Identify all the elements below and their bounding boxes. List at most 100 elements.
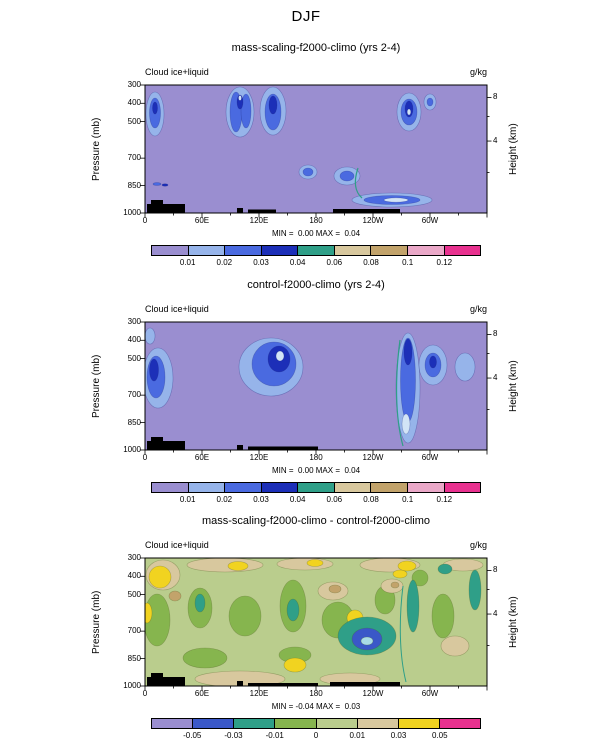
colorbar — [151, 718, 481, 729]
colorbar-tick-label: 0.05 — [431, 731, 448, 740]
longitude-tick-label: 60W — [421, 216, 439, 225]
colorbar-segment — [315, 719, 357, 728]
minmax-annotation: MIN = 0.00 MAX = 0.04 — [271, 466, 361, 475]
colorbar-labels: 0.01 0.02 0.03 0.04 0.06 0.08 0.1 0.12 — [151, 259, 481, 269]
longitude-tick-label: 180 — [309, 216, 323, 225]
pressure-tick-label: 700 — [127, 626, 141, 636]
longitude-tick-label: 0 — [142, 453, 148, 462]
units-label: g/kg — [469, 67, 487, 77]
longitude-tick-label: 60E — [194, 216, 210, 225]
pressure-tick-label: 850 — [127, 180, 141, 190]
field-label: Cloud ice+liquid — [145, 540, 209, 550]
pressure-tick-label: 400 — [127, 98, 141, 108]
colorbar-segment — [224, 483, 261, 492]
longitude-tick-label: 120E — [249, 453, 269, 462]
colorbar-labels: -0.05 -0.03 -0.01 0 0.01 0.03 0.05 — [151, 732, 481, 742]
colorbar-tick-label: 0.01 — [179, 258, 196, 267]
pressure-tick-label: 400 — [127, 335, 141, 345]
colorbar-tick-label: 0.1 — [402, 495, 414, 504]
colorbar-segment — [260, 483, 298, 492]
pressure-tick-label: 300 — [127, 553, 141, 562]
pressure-tick-label: 500 — [127, 116, 141, 126]
panel-control: control-f2000-climo (yrs 2-4) Cloud ice+… — [0, 279, 612, 509]
pressure-tick-labels: 300 400 500 700 850 1000 — [107, 554, 141, 690]
colorbar-tick-label: 0.01 — [179, 495, 196, 504]
colorbar-tick-label: 0.1 — [402, 258, 414, 267]
colorbar — [151, 482, 481, 493]
units-label: g/kg — [469, 304, 487, 314]
colorbar-tick-label: 0.08 — [363, 495, 379, 504]
figure-title: DJF — [291, 8, 321, 25]
colorbar-segment — [152, 719, 193, 728]
longitude-tick-label: 120W — [362, 689, 384, 698]
colorbar-tick-label: 0.03 — [253, 258, 269, 267]
pressure-tick-labels: 300 400 500 700 850 1000 — [107, 318, 141, 454]
colorbar-tick-label: 0.04 — [289, 495, 306, 504]
colorbar-segment — [406, 246, 444, 255]
minmax-annotation: MIN = -0.04 MAX = 0.03 — [271, 702, 361, 711]
pressure-axis-label: Pressure (mb) — [91, 590, 102, 654]
colorbar-segment — [192, 719, 234, 728]
panel-title: mass-scaling-f2000-climo (yrs 2-4) — [231, 42, 401, 54]
colorbar-segment — [274, 719, 316, 728]
colorbar-tick-label: -0.05 — [183, 731, 202, 740]
colorbar-segment — [406, 483, 444, 492]
contour-plot — [140, 321, 492, 455]
colorbar-tick-label: 0.08 — [363, 258, 379, 267]
pressure-tick-label: 1000 — [123, 681, 141, 690]
height-tick-label: 8 — [493, 565, 498, 575]
height-tick-label: 4 — [493, 136, 498, 146]
colorbar-tick-label: -0.03 — [224, 731, 243, 740]
colorbar-tick-label: -0.01 — [265, 731, 284, 740]
pressure-tick-label: 500 — [127, 353, 141, 363]
height-tick-label: 8 — [493, 329, 498, 339]
colorbar-segment — [152, 246, 188, 255]
longitude-tick-label: 60E — [194, 453, 210, 462]
panel-title: mass-scaling-f2000-climo - control-f2000… — [201, 515, 431, 527]
height-tick-label: 8 — [493, 92, 498, 102]
colorbar-segment — [224, 246, 261, 255]
colorbar-tick-label: 0.04 — [289, 258, 306, 267]
height-tick-label: 4 — [493, 373, 498, 383]
field-label: Cloud ice+liquid — [145, 304, 209, 314]
colorbar-segment — [297, 246, 334, 255]
plot-subheader: Cloud ice+liquid g/kg — [145, 304, 487, 314]
contour-plot — [140, 84, 492, 218]
contour-plot — [140, 557, 492, 691]
units-label: g/kg — [469, 540, 487, 550]
field-label: Cloud ice+liquid — [145, 67, 209, 77]
longitude-tick-labels: 0 60E 120E 180 120W 60W — [143, 689, 487, 700]
colorbar-segment — [370, 483, 407, 492]
pressure-tick-label: 850 — [127, 417, 141, 427]
longitude-tick-label: 120E — [249, 216, 269, 225]
colorbar-segment — [233, 719, 275, 728]
colorbar-segment — [443, 483, 481, 492]
panel-mass-scaling: mass-scaling-f2000-climo (yrs 2-4) Cloud… — [0, 42, 612, 272]
pressure-tick-labels: 300 400 500 700 850 1000 — [107, 81, 141, 217]
contour-plot-canvas — [140, 557, 492, 691]
pressure-tick-label: 850 — [127, 653, 141, 663]
colorbar-segment — [356, 719, 398, 728]
colorbar-tick-label: 0.06 — [326, 495, 343, 504]
colorbar-segment — [187, 246, 225, 255]
colorbar-segment — [333, 246, 371, 255]
colorbar-tick-label: 0.03 — [253, 495, 269, 504]
colorbar-tick-label: 0.06 — [326, 258, 343, 267]
colorbar-tick-label: 0.12 — [436, 258, 453, 267]
colorbar-tick-label: 0 — [313, 731, 319, 740]
longitude-tick-label: 0 — [142, 216, 148, 225]
colorbar-tick-label: 0.02 — [216, 495, 233, 504]
colorbar-labels: 0.01 0.02 0.03 0.04 0.06 0.08 0.1 0.12 — [151, 496, 481, 506]
colorbar-tick-label: 0.01 — [349, 731, 366, 740]
plot-subheader: Cloud ice+liquid g/kg — [145, 540, 487, 550]
pressure-tick-label: 1000 — [123, 208, 141, 217]
minmax-annotation: MIN = 0.00 MAX = 0.04 — [271, 229, 361, 238]
colorbar-tick-label: 0.03 — [390, 731, 407, 740]
plot-subheader: Cloud ice+liquid g/kg — [145, 67, 487, 77]
colorbar-segment — [397, 719, 439, 728]
longitude-tick-label: 180 — [309, 453, 323, 462]
colorbar-segment — [370, 246, 407, 255]
colorbar-tick-label: 0.02 — [216, 258, 233, 267]
